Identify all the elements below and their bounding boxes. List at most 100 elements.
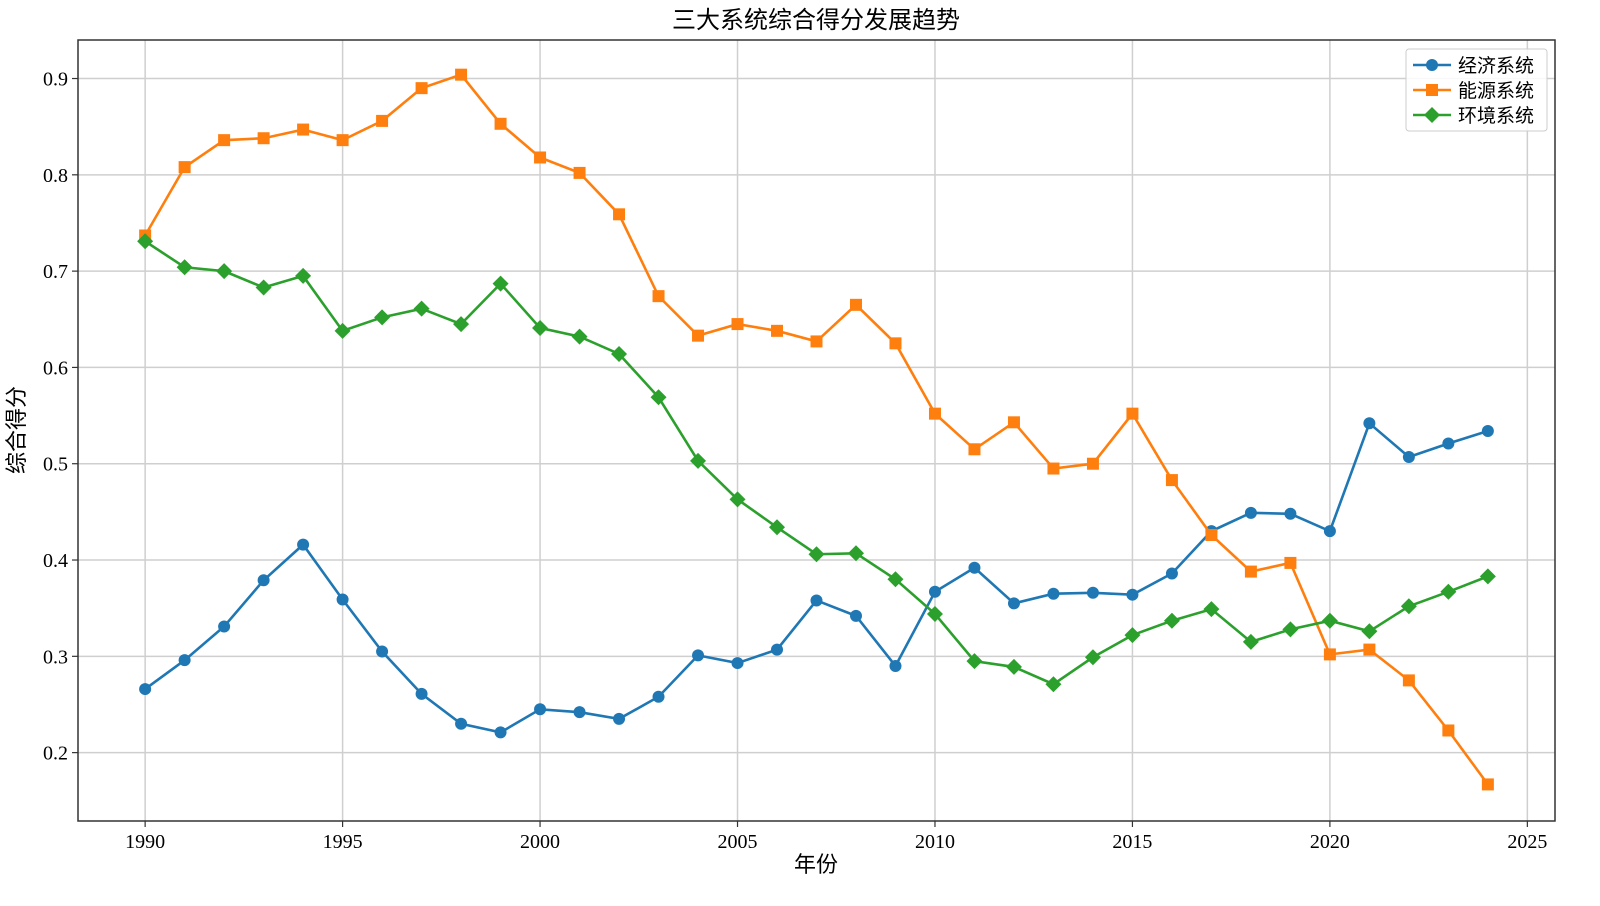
- data-point: [1047, 462, 1060, 475]
- data-point: [613, 208, 626, 221]
- data-point: [611, 345, 628, 362]
- data-point: [1242, 633, 1259, 650]
- data-point: [1244, 565, 1257, 578]
- data-point: [295, 267, 312, 284]
- data-point: [376, 645, 389, 658]
- data-point: [374, 309, 391, 326]
- y-tick-label: 0.4: [43, 550, 68, 572]
- data-point: [376, 114, 389, 127]
- data-point: [889, 659, 902, 672]
- data-point: [1363, 417, 1376, 430]
- data-point: [810, 335, 823, 348]
- data-point: [692, 329, 705, 342]
- data-point: [218, 620, 231, 633]
- data-point: [968, 443, 981, 456]
- data-point: [1005, 658, 1022, 675]
- data-point: [178, 654, 191, 667]
- data-point: [928, 407, 941, 420]
- x-tick-label: 1995: [323, 831, 363, 853]
- x-tick-label: 2005: [718, 831, 758, 853]
- data-point: [334, 322, 351, 339]
- legend-label: 环境系统: [1458, 105, 1534, 127]
- data-point: [1007, 597, 1020, 610]
- data-point: [573, 706, 586, 719]
- data-point: [1086, 457, 1099, 470]
- x-tick-label: 2015: [1112, 831, 1152, 853]
- data-point: [928, 585, 941, 598]
- data-point: [216, 263, 233, 280]
- data-point: [613, 712, 626, 725]
- y-axis: 0.2 0.3 0.4 0.5 0.6 0.7 0.8 0.9: [43, 69, 78, 765]
- data-point: [652, 690, 665, 703]
- legend-item: 经济系统: [1413, 55, 1534, 77]
- data-point: [1400, 598, 1417, 615]
- y-tick-label: 0.7: [43, 261, 68, 283]
- data-point: [1402, 450, 1415, 463]
- data-point: [297, 538, 310, 551]
- data-point: [336, 593, 349, 606]
- y-tick-label: 0.3: [43, 646, 68, 668]
- series-3: [137, 233, 1496, 693]
- data-point: [532, 319, 549, 336]
- data-point: [1284, 507, 1297, 520]
- data-point: [926, 605, 943, 622]
- data-point: [1282, 621, 1299, 638]
- data-point: [297, 123, 310, 136]
- data-point: [731, 657, 744, 670]
- data-point: [652, 290, 665, 303]
- data-point: [889, 337, 902, 350]
- series-line: [144, 421, 1489, 734]
- data-point: [1045, 676, 1062, 693]
- legend-item: 能源系统: [1413, 80, 1534, 102]
- data-point: [849, 298, 862, 311]
- data-point: [650, 389, 667, 406]
- y-tick-label: 0.8: [43, 165, 68, 187]
- series-1: [139, 417, 1494, 739]
- data-point: [415, 687, 428, 700]
- y-axis-label: 综合得分: [4, 386, 29, 474]
- x-tick-label: 2010: [915, 831, 955, 853]
- data-point: [808, 546, 825, 563]
- data-point: [1481, 778, 1494, 791]
- y-tick-label: 0.5: [43, 454, 68, 476]
- data-point: [494, 726, 507, 739]
- data-point: [257, 574, 270, 587]
- data-point: [455, 68, 468, 81]
- y-tick-label: 0.2: [43, 743, 68, 765]
- data-point: [257, 132, 270, 145]
- data-point: [729, 491, 746, 508]
- data-point: [1244, 506, 1257, 519]
- data-point: [1084, 649, 1101, 666]
- x-axis: 1990 1995 2000 2005 2010 2015 2020 2025: [125, 821, 1547, 853]
- data-point: [534, 151, 547, 164]
- data-point: [137, 233, 154, 250]
- data-point: [336, 134, 349, 147]
- data-point: [849, 609, 862, 622]
- data-point: [413, 300, 430, 317]
- data-point: [255, 279, 272, 296]
- data-point: [966, 653, 983, 670]
- data-point: [492, 275, 509, 292]
- data-point: [139, 683, 152, 696]
- data-point: [731, 318, 744, 331]
- data-point: [1007, 416, 1020, 429]
- data-point: [1442, 724, 1455, 737]
- data-point: [176, 259, 193, 276]
- chart-title: 三大系统综合得分发展趋势: [672, 7, 960, 34]
- data-point: [771, 324, 784, 337]
- y-tick-label: 0.9: [43, 69, 68, 91]
- series-line: [144, 240, 1489, 686]
- data-point: [810, 594, 823, 607]
- y-tick-label: 0.6: [43, 357, 68, 379]
- data-point: [1323, 525, 1336, 538]
- data-point: [1481, 424, 1494, 437]
- data-point: [1124, 627, 1141, 644]
- data-point: [1323, 648, 1336, 661]
- data-point: [534, 703, 547, 716]
- data-point: [1163, 612, 1180, 629]
- data-point: [887, 571, 904, 588]
- series-group: [137, 68, 1496, 791]
- data-point: [573, 166, 586, 179]
